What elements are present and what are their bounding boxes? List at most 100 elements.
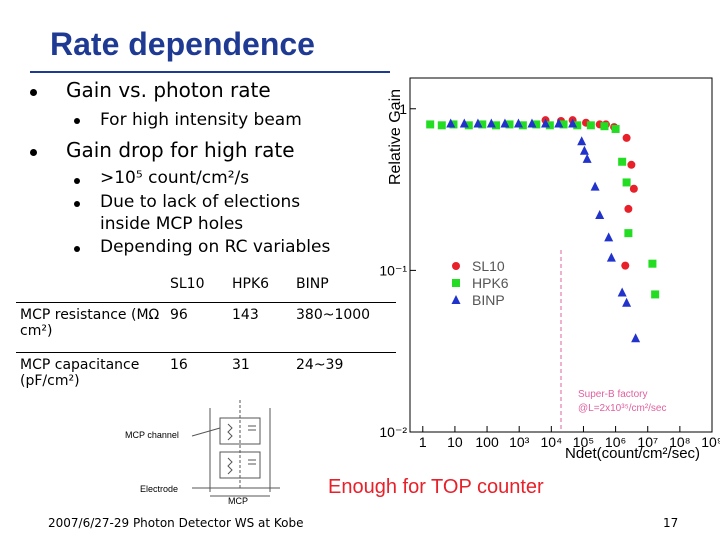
point xyxy=(582,118,591,127)
annotation: @L=2x10³⁵/cm²/sec xyxy=(578,403,667,414)
point xyxy=(527,118,537,128)
point xyxy=(601,120,610,129)
point xyxy=(437,121,446,130)
x-tick-label: 10 xyxy=(447,434,463,450)
circuit-label: Electrode xyxy=(140,484,178,494)
point xyxy=(568,118,578,128)
x-axis-label: Ndet(count/cm²/sec) xyxy=(565,445,700,462)
point xyxy=(577,136,587,146)
point xyxy=(651,290,660,299)
x-tick-label: 10⁸ xyxy=(669,434,691,450)
note: Enough for TOP counter xyxy=(328,476,544,498)
point xyxy=(631,333,641,343)
point xyxy=(505,120,514,129)
point xyxy=(518,121,527,130)
page-number: 17 xyxy=(663,516,679,530)
y-axis-label: Relative Gain xyxy=(387,89,404,185)
point xyxy=(446,118,456,128)
point xyxy=(500,118,510,128)
bullet-text: Gain drop for high rate xyxy=(66,138,295,162)
point xyxy=(600,122,609,131)
bullet-text: Due to lack of elections inside MCP hole… xyxy=(100,192,301,234)
point xyxy=(452,279,460,287)
x-tick-label: 10⁴ xyxy=(541,434,563,450)
point xyxy=(541,118,551,128)
cell: SL10 xyxy=(170,276,205,292)
point xyxy=(452,262,460,270)
footer: 2007/6/27-29 Photon Detector WS at Kobe xyxy=(48,516,304,530)
x-tick-label: 10⁵ xyxy=(573,434,594,450)
point xyxy=(554,118,564,128)
chart-frame xyxy=(380,75,720,470)
circuit-label: MCP channel xyxy=(125,430,179,440)
point xyxy=(611,124,620,133)
point xyxy=(473,118,483,128)
cell: 96 xyxy=(166,301,228,352)
cell: HPK6 xyxy=(232,276,270,292)
point xyxy=(624,204,633,213)
cell: MCP capacitance (pF/cm²) xyxy=(16,351,166,402)
x-tick-label: 100 xyxy=(475,434,499,450)
point xyxy=(622,297,632,307)
y-tick-label: 1 xyxy=(399,101,407,117)
x-tick-label: 1 xyxy=(419,434,427,450)
bullet-text: Gain vs. photon rate xyxy=(66,78,271,102)
point xyxy=(557,116,565,125)
point xyxy=(464,121,473,130)
legend-label: HPK6 xyxy=(472,275,509,291)
bullet xyxy=(74,118,80,124)
point xyxy=(492,121,501,130)
point xyxy=(426,120,435,129)
legend-label: SL10 xyxy=(472,258,505,274)
point xyxy=(532,120,541,129)
cell: 31 xyxy=(228,351,292,402)
bullet xyxy=(30,89,37,96)
point xyxy=(604,232,614,242)
point xyxy=(617,287,627,297)
point xyxy=(618,157,627,166)
point xyxy=(582,153,592,163)
point xyxy=(627,160,636,169)
table: SL10 HPK6 BINP MCP resistance (MΩ cm²) 9… xyxy=(16,272,396,402)
bullet-text: Depending on RC variables xyxy=(100,237,331,257)
point xyxy=(622,133,631,142)
circuit: MCP channel Electrode MCP xyxy=(125,400,280,506)
point xyxy=(606,252,616,262)
bullet-text: >10⁵ count/cm²/s xyxy=(100,168,250,188)
point xyxy=(579,145,589,155)
point xyxy=(459,118,469,128)
cell: 143 xyxy=(228,301,292,352)
point xyxy=(449,120,458,129)
point xyxy=(648,259,657,268)
y-tick-label: 10⁻² xyxy=(379,424,407,440)
point xyxy=(513,118,523,128)
point xyxy=(595,120,604,129)
x-tick-label: 10⁹ xyxy=(701,434,720,450)
cell: BINP xyxy=(296,276,329,292)
plot-area xyxy=(409,77,713,433)
x-tick-label: 10⁷ xyxy=(637,434,658,450)
bullet xyxy=(74,178,80,184)
cell xyxy=(16,272,166,302)
point xyxy=(559,120,568,129)
point xyxy=(568,116,577,125)
point xyxy=(586,121,595,130)
point xyxy=(595,210,605,220)
cell: 24~39 xyxy=(292,351,396,402)
point xyxy=(541,116,550,125)
annotation: Super-B factory xyxy=(578,389,647,400)
bullet xyxy=(74,201,80,207)
point xyxy=(622,178,631,187)
point xyxy=(451,295,461,304)
circuit-label: MCP xyxy=(228,496,248,506)
point xyxy=(478,120,487,129)
x-tick-label: 10⁶ xyxy=(605,434,626,450)
bullet xyxy=(30,149,37,156)
bullet xyxy=(74,246,80,252)
point xyxy=(629,184,638,193)
point xyxy=(486,118,496,128)
point xyxy=(573,121,582,130)
cell: 16 xyxy=(166,351,228,402)
point xyxy=(545,121,554,130)
